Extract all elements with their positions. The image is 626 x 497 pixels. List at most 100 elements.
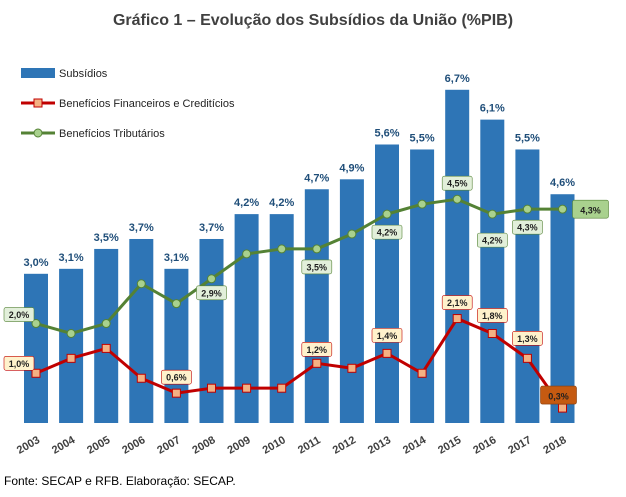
legend-label-tributarios: Benefícios Tributários bbox=[59, 128, 165, 140]
x-tick-2003: 2003 bbox=[15, 434, 42, 457]
point-tributarios-2018 bbox=[558, 204, 567, 214]
label-box-financeiros-2016 bbox=[476, 308, 508, 323]
label-tributarios-2017: 4,3% bbox=[517, 223, 538, 233]
point-financeiros-2009 bbox=[242, 383, 252, 393]
label-tributarios-2011: 3,5% bbox=[307, 262, 328, 272]
x-tick-2006: 2006 bbox=[120, 434, 147, 457]
legend-marker-tributarios bbox=[33, 128, 43, 138]
label-box-tributarios-2017 bbox=[512, 219, 543, 235]
x-tick-2013: 2013 bbox=[366, 434, 393, 457]
label-tributarios-2003: 2,0% bbox=[9, 310, 30, 320]
bar-label-2011: 4,7% bbox=[304, 172, 329, 184]
bar-label-2015: 6,7% bbox=[445, 73, 470, 85]
point-tributarios-2012 bbox=[347, 229, 357, 239]
x-tick-2018: 2018 bbox=[541, 434, 568, 457]
label-box-financeiros-2007 bbox=[161, 369, 192, 385]
bar-2016 bbox=[480, 119, 505, 424]
point-tributarios-2003 bbox=[31, 319, 41, 329]
bar-label-2006: 3,7% bbox=[129, 222, 154, 234]
bar-2006 bbox=[129, 238, 154, 423]
bar-label-2014: 5,5% bbox=[410, 132, 435, 144]
label-box-financeiros-2003 bbox=[3, 355, 35, 371]
point-financeiros-2004 bbox=[66, 353, 76, 363]
bar-2005 bbox=[94, 248, 119, 423]
label-box-financeiros-2013 bbox=[371, 328, 403, 343]
point-tributarios-2013 bbox=[382, 209, 392, 219]
point-financeiros-2016 bbox=[487, 328, 497, 338]
bar-2003 bbox=[24, 273, 48, 423]
bar-2004 bbox=[59, 268, 84, 423]
point-tributarios-2011 bbox=[312, 244, 322, 254]
x-tick-2016: 2016 bbox=[471, 434, 498, 457]
x-tick-2008: 2008 bbox=[190, 434, 217, 457]
legend: Subsídios Benefícios Financeiros e Credi… bbox=[21, 68, 235, 140]
bar-2011 bbox=[304, 189, 329, 423]
bars-group bbox=[24, 89, 575, 424]
point-financeiros-2007 bbox=[171, 388, 181, 398]
chart-title: Gráfico 1 – Evolução dos Subsídios da Un… bbox=[112, 12, 514, 29]
bar-label-2013: 5,6% bbox=[374, 127, 399, 139]
x-tick-2011: 2011 bbox=[296, 434, 323, 456]
x-tick-2017: 2017 bbox=[506, 434, 533, 457]
label-tributarios-2018: 4,3% bbox=[580, 206, 601, 216]
label-tributarios-2015: 4,5% bbox=[447, 179, 468, 189]
label-tributarios-2013: 4,2% bbox=[377, 228, 398, 238]
point-tributarios-2009 bbox=[242, 249, 252, 259]
label-box-financeiros-2011 bbox=[301, 342, 333, 357]
bar-label-2017: 5,5% bbox=[515, 132, 540, 144]
legend-swatch-subsidios bbox=[21, 68, 55, 78]
bar-2018 bbox=[550, 194, 575, 423]
point-financeiros-2013 bbox=[382, 348, 392, 358]
bar-2007 bbox=[164, 268, 189, 423]
label-box-financeiros-2015 bbox=[441, 295, 473, 310]
point-financeiros-2006 bbox=[136, 373, 146, 383]
point-financeiros-2017 bbox=[522, 353, 532, 363]
x-tick-2014: 2014 bbox=[401, 434, 429, 457]
label-tributarios-2008: 2,9% bbox=[201, 288, 222, 298]
label-tributarios-2016: 4,2% bbox=[482, 236, 503, 246]
label-financeiros-2016: 1,8% bbox=[482, 311, 503, 321]
point-tributarios-2005 bbox=[101, 319, 111, 329]
legend-label-financeiros: Benefícios Financeiros e Creditícios bbox=[59, 98, 235, 110]
bar-2015 bbox=[445, 89, 470, 423]
bar-label-2004: 3,1% bbox=[59, 252, 84, 264]
x-tick-2004: 2004 bbox=[50, 434, 78, 457]
bar-label-2003: 3,0% bbox=[23, 257, 48, 269]
x-axis: 2003 2004 2005 2006 2007 2008 2009 2010 2011 2012… bbox=[15, 434, 569, 457]
x-tick-2005: 2005 bbox=[85, 434, 112, 457]
label-financeiros-2003: 1,0% bbox=[9, 359, 30, 369]
label-box-tributarios-2013 bbox=[371, 224, 403, 240]
point-tributarios-2007 bbox=[171, 299, 181, 309]
point-financeiros-2015 bbox=[452, 314, 462, 324]
label-box-tributarios-2003 bbox=[3, 307, 35, 322]
x-tick-2009: 2009 bbox=[225, 434, 252, 457]
bar-label-2018: 4,6% bbox=[550, 177, 575, 189]
point-financeiros-2011 bbox=[312, 358, 322, 368]
point-financeiros-2005 bbox=[101, 343, 111, 353]
label-box-tributarios-2018 bbox=[572, 199, 609, 219]
label-box-tributarios-2015 bbox=[441, 175, 473, 191]
bar-2014 bbox=[410, 149, 435, 423]
x-tick-2015: 2015 bbox=[436, 434, 463, 457]
point-tributarios-2004 bbox=[66, 328, 76, 338]
bar-label-2007: 3,1% bbox=[164, 252, 189, 264]
bar-2013 bbox=[375, 144, 399, 423]
x-tick-2007: 2007 bbox=[155, 434, 182, 457]
point-financeiros-2003 bbox=[31, 368, 41, 378]
legend-marker-financeiros bbox=[33, 98, 43, 108]
bar-label-2009: 4,2% bbox=[234, 197, 259, 209]
label-financeiros-2017: 1,3% bbox=[517, 334, 538, 344]
point-tributarios-2016 bbox=[487, 209, 497, 219]
point-tributarios-2006 bbox=[136, 279, 146, 289]
bar-label-2005: 3,5% bbox=[94, 232, 119, 244]
lines-group bbox=[31, 194, 567, 413]
labels-group: 3,0% 3,1% 3,5% 3,7% 3,1% 3,7% 4,2% 4,2% 4,7% 4,9%… bbox=[3, 73, 609, 405]
line-financeiros bbox=[35, 317, 564, 409]
point-financeiros-2014 bbox=[417, 368, 427, 378]
label-financeiros-2013: 1,4% bbox=[377, 331, 398, 341]
point-financeiros-2008 bbox=[207, 383, 216, 393]
label-box-financeiros-2018 bbox=[540, 385, 577, 405]
point-tributarios-2008 bbox=[207, 274, 216, 284]
bar-2017 bbox=[515, 149, 540, 423]
